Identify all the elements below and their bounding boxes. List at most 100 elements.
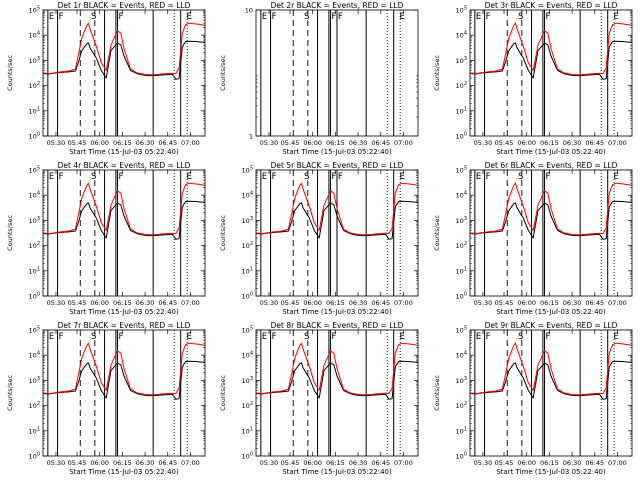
x-tick-label: 06:30: [136, 139, 155, 147]
x-axis-label: Start Time (15-Jul-03 05:22:40): [282, 468, 392, 476]
events-series-line: [469, 200, 633, 240]
y-tick-label: 104: [456, 31, 467, 40]
x-tick-label: 07:00: [608, 299, 627, 307]
y-tick-label: 103: [456, 56, 467, 65]
y-axis-label: Counts/sec: [6, 375, 14, 411]
lld-series-line: [42, 342, 206, 396]
y-tick-label: 105: [242, 166, 253, 175]
segment-label: E: [49, 332, 54, 342]
x-tick-label: 06:45: [158, 299, 177, 307]
segment-label: E: [49, 12, 54, 22]
x-tick-label: 06:15: [540, 299, 559, 307]
segment-label: S: [518, 12, 523, 22]
x-tick-label: 06:15: [540, 139, 559, 147]
y-tick-label: 100: [456, 452, 467, 461]
segment-label: F: [272, 172, 277, 182]
events-series-line: [42, 40, 206, 80]
x-tick-label: 05:30: [47, 139, 66, 147]
events-series-line: [42, 200, 206, 240]
y-tick-label: 104: [456, 351, 467, 360]
segment-label: E: [187, 172, 192, 182]
x-axis-label: Start Time (15-Jul-03 05:22:40): [69, 468, 179, 476]
x-tick-label: 06:00: [303, 139, 322, 147]
segment-label: S: [91, 12, 96, 22]
x-tick-label: 07:00: [181, 299, 200, 307]
x-tick-label: 06:45: [585, 139, 604, 147]
y-tick-label: 103: [456, 216, 467, 225]
y-tick-label: 104: [456, 191, 467, 200]
chart-panel: Det 7r BLACK = Events, RED = LLD 100 101 10…: [6, 321, 206, 476]
segment-label: E: [400, 172, 405, 182]
segment-label: E: [400, 12, 405, 22]
chart-panel: Det 3r BLACK = Events, RED = LLD 100 101 10…: [433, 1, 633, 156]
x-tick-label: 06:30: [563, 139, 582, 147]
y-axis-label: Counts/sec: [219, 215, 227, 251]
segment-label: E: [614, 172, 619, 182]
x-tick-label: 06:00: [90, 139, 109, 147]
x-axis-label: Start Time (15-Jul-03 05:22:40): [69, 148, 179, 156]
segment-label: S: [304, 332, 309, 342]
segment-label: F: [546, 172, 551, 182]
segment-label: F: [486, 12, 491, 22]
segment-label: S: [91, 172, 96, 182]
x-tick-label: 06:45: [158, 139, 177, 147]
x-tick-label: 07:00: [394, 299, 413, 307]
x-tick-label: 07:00: [608, 459, 627, 467]
x-tick-label: 06:00: [517, 299, 536, 307]
y-tick-label: 105: [29, 166, 40, 175]
segment-label: F: [272, 12, 277, 22]
x-tick-label: 06:45: [158, 459, 177, 467]
x-axis-label: Start Time (15-Jul-03 05:22:40): [282, 148, 392, 156]
x-axis-label: Start Time (15-Jul-03 05:22:40): [496, 468, 606, 476]
x-tick-label: 06:15: [113, 299, 132, 307]
y-tick-label: 101: [29, 266, 40, 275]
y-tick-label: 105: [456, 326, 467, 335]
y-tick-label: 102: [242, 401, 253, 410]
y-tick-label: 102: [29, 81, 40, 90]
x-tick-label: 05:45: [495, 299, 514, 307]
chart-title: Det 2r BLACK = Events, RED = LLD: [271, 1, 404, 10]
x-axis-label: Start Time (15-Jul-03 05:22:40): [69, 308, 179, 316]
y-tick-label: 102: [29, 241, 40, 250]
segment-label: F: [272, 332, 277, 342]
x-tick-label: 06:30: [563, 299, 582, 307]
chart-title: Det 4r BLACK = Events, RED = LLD: [58, 161, 191, 170]
y-tick-label: 104: [29, 191, 40, 200]
chart-title: Det 6r BLACK = Events, RED = LLD: [485, 161, 618, 170]
segment-label: E: [400, 332, 405, 342]
events-series-line: [42, 360, 206, 400]
segment-label: F: [119, 12, 124, 22]
x-tick-label: 05:45: [281, 299, 300, 307]
x-tick-label: 05:30: [260, 139, 279, 147]
x-tick-label: 06:00: [303, 459, 322, 467]
chart-panel: Det 4r BLACK = Events, RED = LLD 100 101 10…: [6, 161, 206, 316]
x-tick-label: 06:45: [371, 139, 390, 147]
y-axis-label: Counts/sec: [219, 375, 227, 411]
segment-label: F: [332, 332, 337, 342]
y-tick-label: 103: [456, 376, 467, 385]
segment-label: S: [91, 332, 96, 342]
x-tick-label: 06:00: [90, 299, 109, 307]
y-tick-label: 100: [29, 132, 40, 141]
lld-series-line: [469, 22, 633, 76]
x-tick-label: 06:00: [517, 459, 536, 467]
y-tick-label: 103: [29, 376, 40, 385]
x-tick-label: 06:45: [371, 299, 390, 307]
y-tick-label: 10: [245, 7, 253, 15]
y-tick-label: 100: [456, 292, 467, 301]
x-tick-label: 05:30: [474, 299, 493, 307]
x-tick-label: 07:00: [181, 459, 200, 467]
x-tick-label: 06:30: [349, 299, 368, 307]
x-tick-label: 06:45: [585, 459, 604, 467]
segment-label: F: [59, 12, 64, 22]
chart-title: Det 3r BLACK = Events, RED = LLD: [485, 1, 618, 10]
segment-label: E: [476, 12, 481, 22]
segment-label: F: [119, 332, 124, 342]
x-tick-label: 05:45: [68, 139, 87, 147]
x-tick-label: 06:15: [326, 459, 345, 467]
chart-panel: Det 2r BLACK = Events, RED = LLD 1 10 05:30…: [219, 1, 419, 156]
chart-title: Det 1r BLACK = Events, RED = LLD: [58, 1, 191, 10]
segment-label: F: [59, 172, 64, 182]
lld-series-line: [42, 22, 206, 76]
y-tick-label: 101: [456, 106, 467, 115]
